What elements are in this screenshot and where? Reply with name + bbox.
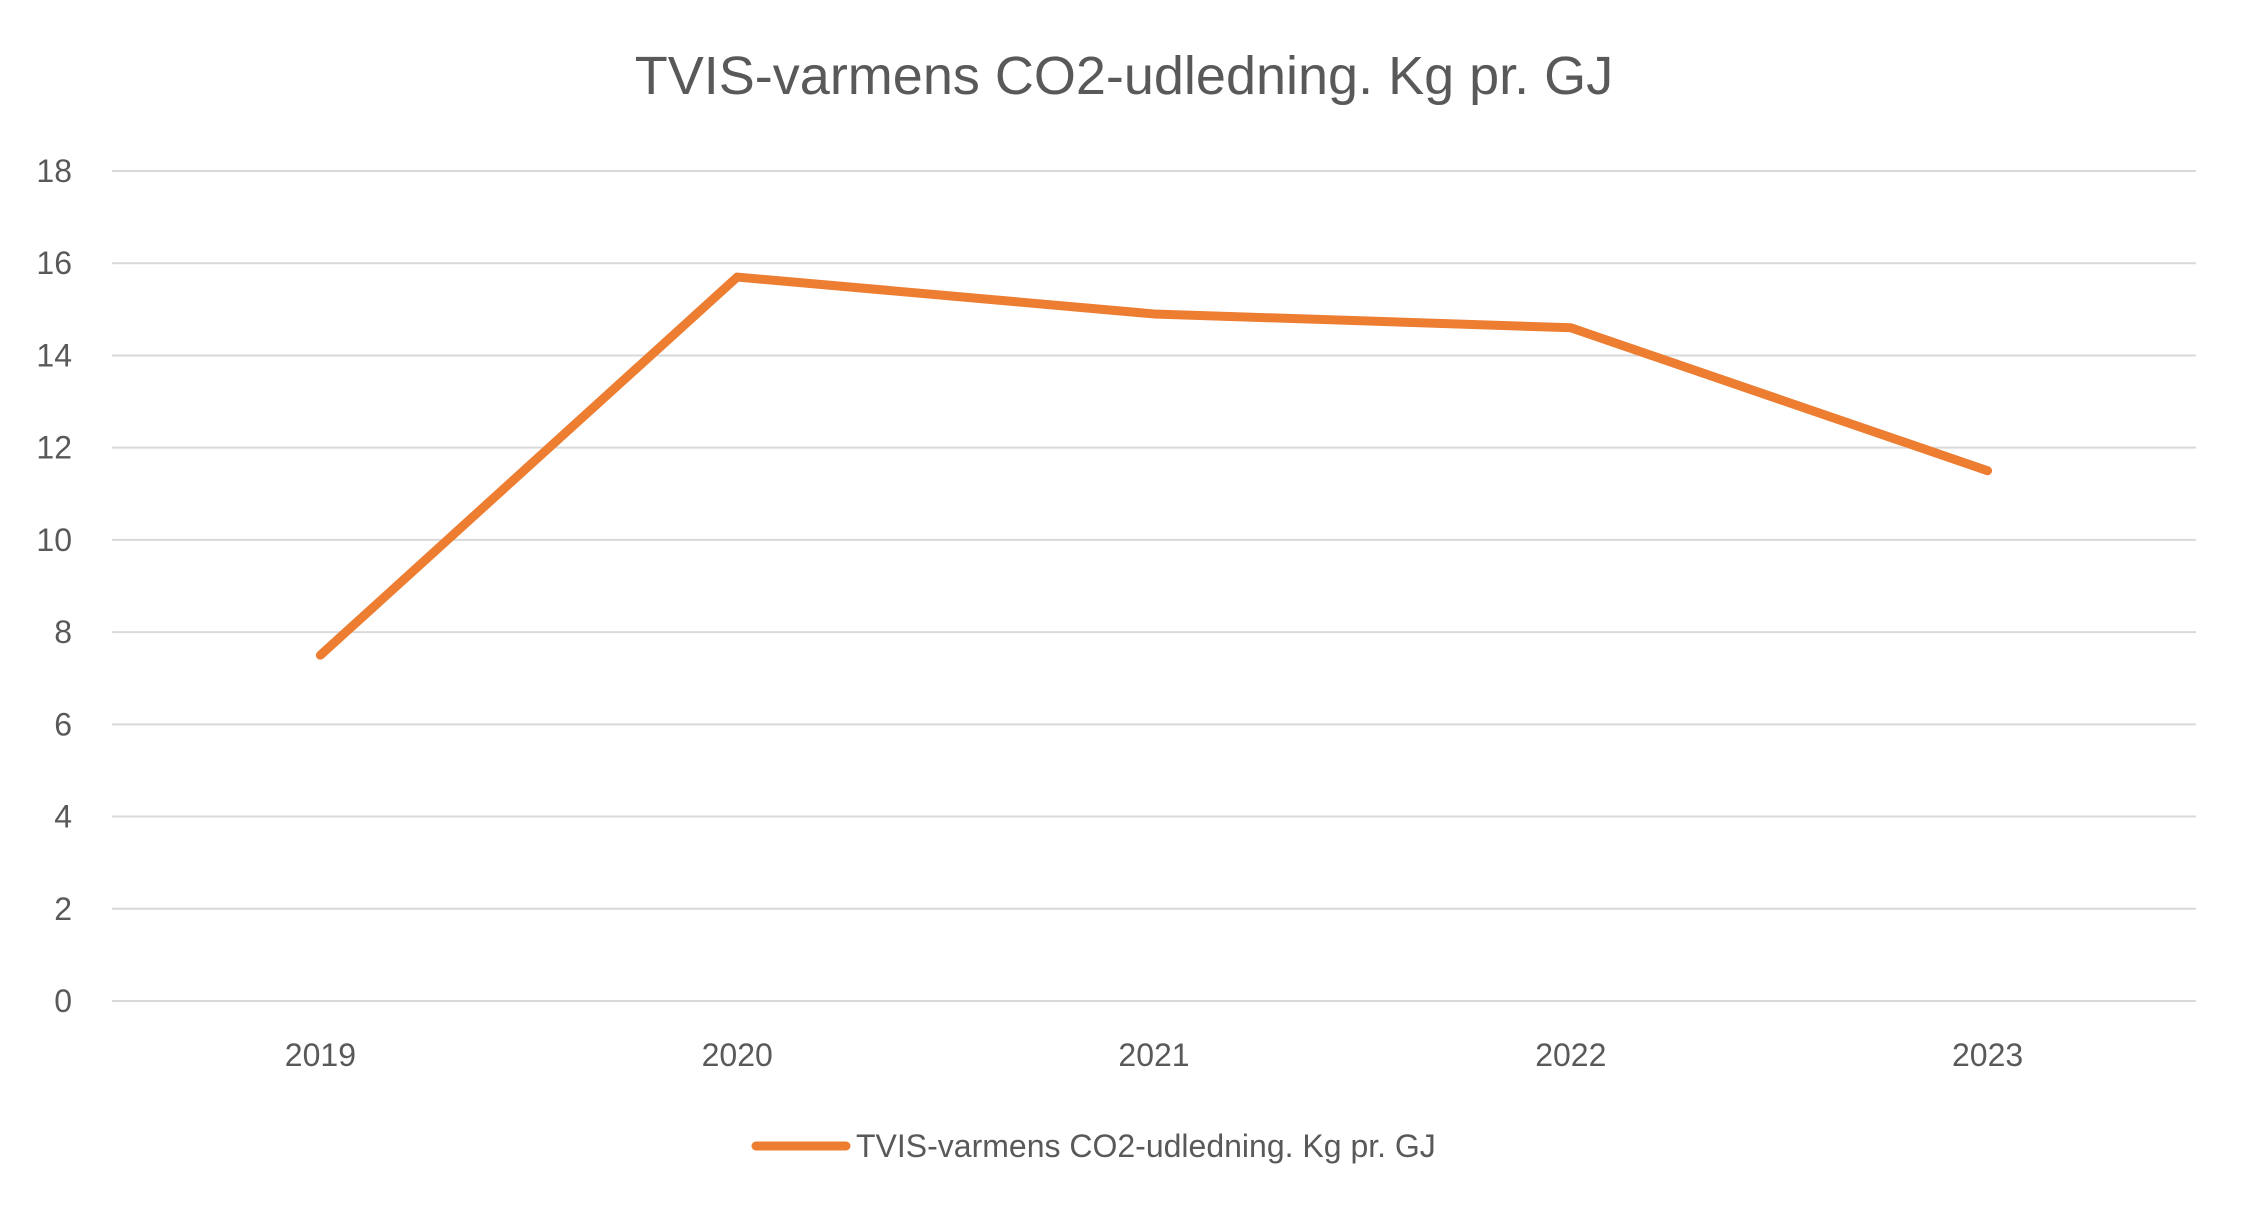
gridlines — [112, 170, 2196, 1002]
y-tick-label: 18 — [36, 153, 72, 189]
y-tick-label: 2 — [54, 891, 72, 927]
y-axis-ticks: 0 2 4 6 8 10 12 14 16 18 — [36, 153, 72, 1019]
x-tick-label: 2022 — [1535, 1037, 1606, 1073]
series-group — [315, 272, 1993, 660]
legend-label: TVIS-varmens CO2-udledning. Kg pr. GJ — [856, 1128, 1436, 1164]
y-tick-label: 10 — [36, 522, 72, 558]
x-tick-label: 2020 — [702, 1037, 773, 1073]
y-tick-label: 12 — [36, 430, 72, 466]
x-tick-label: 2023 — [1952, 1037, 2023, 1073]
y-tick-label: 8 — [54, 614, 72, 650]
y-tick-label: 16 — [36, 245, 72, 281]
legend: TVIS-varmens CO2-udledning. Kg pr. GJ — [751, 1128, 1436, 1164]
x-tick-label: 2019 — [285, 1037, 356, 1073]
x-tick-label: 2021 — [1118, 1037, 1189, 1073]
series-line — [315, 272, 1993, 660]
x-axis-ticks: 2019 2020 2021 2022 2023 — [285, 1037, 2023, 1073]
y-tick-label: 6 — [54, 706, 72, 742]
y-tick-label: 4 — [54, 799, 72, 835]
y-tick-label: 14 — [36, 337, 72, 373]
y-tick-label: 0 — [54, 983, 72, 1019]
chart-title: TVIS-varmens CO2-udledning. Kg pr. GJ — [635, 46, 1613, 106]
